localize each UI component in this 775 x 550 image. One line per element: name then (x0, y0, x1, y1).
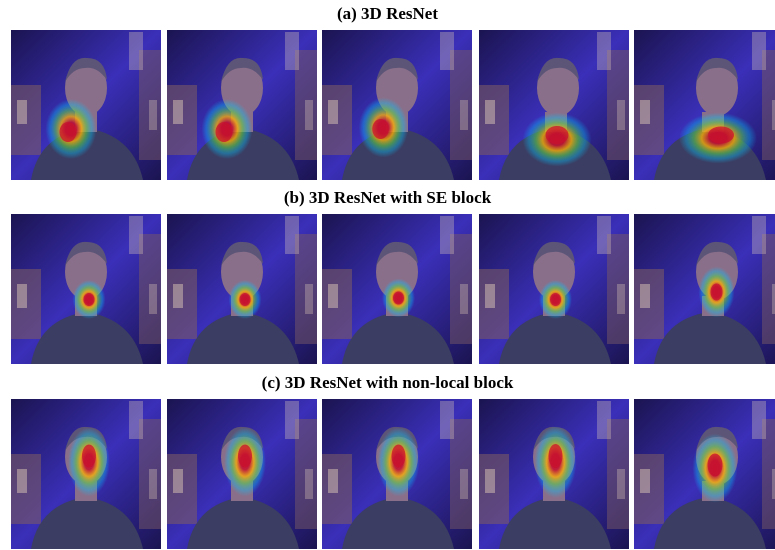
heatmap-frame (634, 399, 775, 549)
heatmap-frame (479, 399, 629, 549)
heatmap-frame (11, 399, 161, 549)
section-title-b: (b) 3D ResNet with SE block (283, 188, 492, 207)
attention-peak (59, 122, 77, 142)
attention-peak (708, 126, 734, 144)
attention-peak (238, 444, 252, 468)
attention-peak (707, 453, 723, 477)
scene (322, 214, 472, 364)
heatmap-frame (11, 30, 161, 180)
attention-peak (82, 444, 96, 468)
scene (167, 30, 317, 180)
attention-peak (215, 122, 233, 142)
scene (11, 399, 161, 549)
attention-peak (550, 293, 561, 306)
heatmap-frame (634, 30, 775, 180)
attention-peak (239, 293, 251, 306)
section-title-a: (a) 3D ResNet (336, 4, 439, 23)
heatmap-frame (634, 214, 775, 364)
heatmap-frame (167, 214, 317, 364)
heatmap-frame (322, 214, 472, 364)
attention-peak (710, 283, 723, 301)
attention-peak (83, 293, 95, 306)
heatmap-frame (322, 30, 472, 180)
heatmap-frame (167, 399, 317, 549)
section-title-c: (c) 3D ResNet with non-local block (261, 373, 514, 392)
attention-peak (393, 291, 404, 305)
attention-peak (372, 119, 389, 139)
attention-peak (548, 444, 563, 468)
heatmap-frame (167, 30, 317, 180)
attention-peak (391, 444, 406, 468)
heatmap-frame (479, 214, 629, 364)
attention-peak (545, 126, 569, 144)
heatmap-frame (11, 214, 161, 364)
heatmap-frame (479, 30, 629, 180)
heatmap-frame (322, 399, 472, 549)
